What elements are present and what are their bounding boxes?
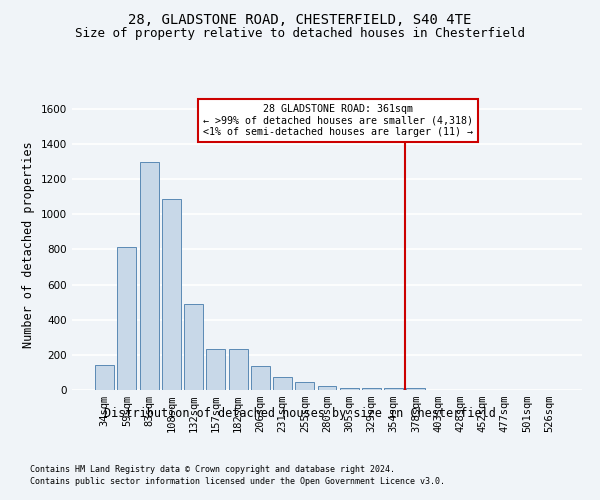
- Bar: [251, 366, 270, 390]
- Text: Contains HM Land Registry data © Crown copyright and database right 2024.: Contains HM Land Registry data © Crown c…: [30, 465, 395, 474]
- Y-axis label: Number of detached properties: Number of detached properties: [22, 142, 35, 348]
- Text: 28, GLADSTONE ROAD, CHESTERFIELD, S40 4TE: 28, GLADSTONE ROAD, CHESTERFIELD, S40 4T…: [128, 12, 472, 26]
- Text: Contains public sector information licensed under the Open Government Licence v3: Contains public sector information licen…: [30, 478, 445, 486]
- Bar: [140, 162, 158, 390]
- Bar: [295, 382, 314, 390]
- Bar: [118, 247, 136, 390]
- Bar: [184, 304, 203, 390]
- Bar: [340, 388, 359, 390]
- Bar: [206, 348, 225, 390]
- Bar: [229, 348, 248, 390]
- Bar: [317, 386, 337, 390]
- Bar: [162, 200, 181, 390]
- Bar: [95, 366, 114, 390]
- Text: Size of property relative to detached houses in Chesterfield: Size of property relative to detached ho…: [75, 28, 525, 40]
- Text: 28 GLADSTONE ROAD: 361sqm
← >99% of detached houses are smaller (4,318)
<1% of s: 28 GLADSTONE ROAD: 361sqm ← >99% of deta…: [203, 104, 473, 136]
- Bar: [362, 388, 381, 390]
- Text: Distribution of detached houses by size in Chesterfield: Distribution of detached houses by size …: [104, 408, 496, 420]
- Bar: [273, 377, 292, 390]
- Bar: [384, 388, 403, 390]
- Bar: [406, 388, 425, 390]
